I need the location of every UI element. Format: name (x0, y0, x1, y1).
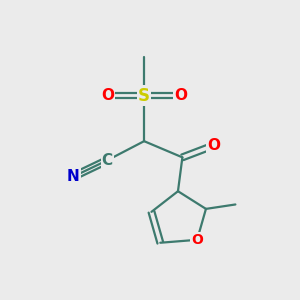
Text: O: O (101, 88, 114, 103)
Text: N: N (67, 169, 80, 184)
Text: C: C (102, 153, 113, 168)
Text: O: O (191, 233, 203, 247)
Text: O: O (174, 88, 188, 103)
Text: S: S (138, 86, 150, 104)
Text: O: O (207, 138, 220, 153)
